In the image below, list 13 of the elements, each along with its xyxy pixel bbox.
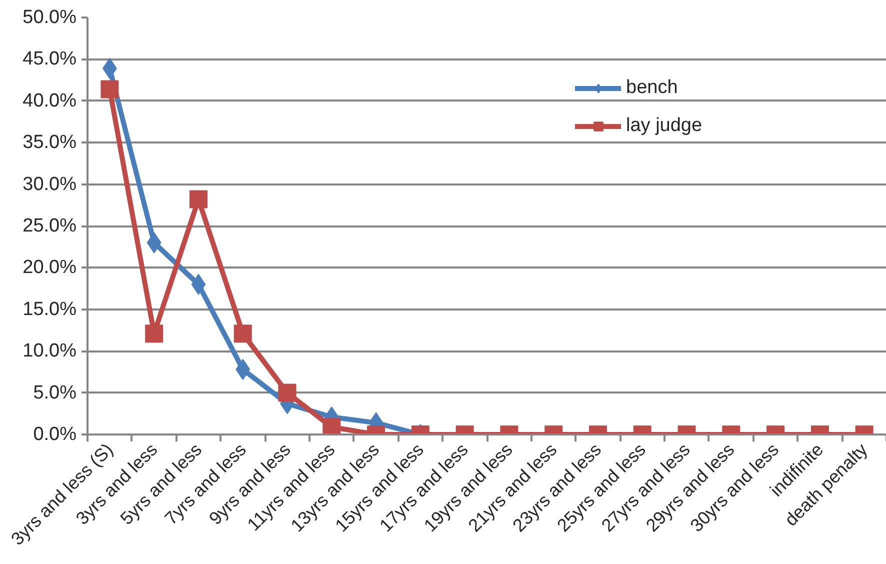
legend-label: lay judge — [626, 115, 704, 137]
y-tick-label: 25.0% — [22, 216, 77, 236]
y-tick-label: 40.0% — [22, 90, 77, 112]
legend-label: bench — [626, 77, 679, 99]
y-tick-label: 35.0% — [22, 132, 77, 154]
y-tick-label: 15.0% — [22, 298, 77, 320]
y-tick-label: 45.0% — [22, 48, 77, 70]
y-tick-label: 5.0% — [33, 382, 77, 404]
y-tick-label: 30.0% — [22, 174, 77, 195]
y-tick-label: 10.0% — [22, 340, 77, 362]
y-tick-label: 20.0% — [22, 257, 77, 278]
y-tick-label: 50.0% — [22, 7, 77, 28]
y-tick-label: 0.0% — [33, 424, 77, 445]
